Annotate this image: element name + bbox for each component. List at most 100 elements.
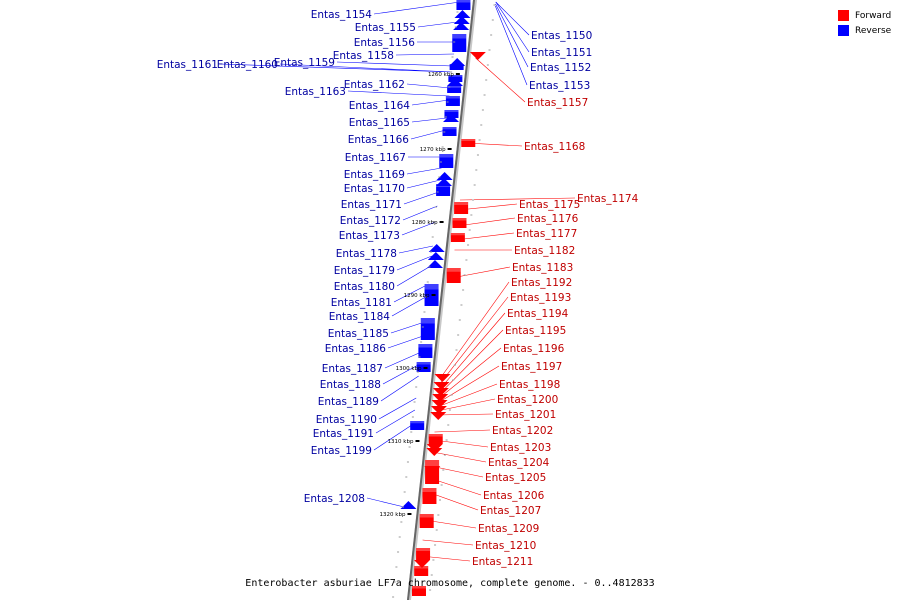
gene-leader: [495, 1, 530, 36]
gene-leader: [475, 57, 526, 103]
gene-leader: [378, 397, 417, 420]
backbone-line: [406, 0, 476, 600]
gene-block-highlight: [419, 514, 434, 518]
gene-label-forward: Entas_1197: [501, 361, 562, 373]
gene-leader: [434, 429, 491, 433]
gene-leader: [336, 61, 453, 67]
forward-gene-arrow: [426, 448, 443, 456]
gene-label-forward: Entas_1211: [472, 556, 533, 568]
reverse-gene-block: [456, 0, 471, 10]
map-title: Enterobacter asburiae LF7a chromosome, c…: [245, 578, 655, 589]
chromosome-backbone: [406, 0, 478, 600]
gene-label-reverse: Entas_1186: [325, 343, 387, 355]
forward-gene-block: [414, 566, 429, 576]
kbp-tick-label: 1280 kbp: [412, 220, 438, 226]
gene-leader: [466, 142, 523, 147]
gene-label-reverse: Entas_1179: [334, 265, 395, 277]
gene-label-forward: Entas_1195: [505, 325, 566, 337]
gene-label-forward: Entas_1209: [478, 523, 539, 535]
gene-leader: [430, 465, 484, 478]
gene-leader: [410, 129, 446, 140]
kbp-tick-label: 1300 kbp: [396, 366, 422, 372]
gene-label-forward: Entas_1182: [514, 245, 575, 257]
reverse-gene-block: [449, 64, 464, 70]
gene-label-reverse: Entas_1208: [304, 493, 365, 505]
gene-label-forward: Entas_1176: [517, 213, 579, 225]
forward-gene-block: [454, 202, 469, 214]
kbp-tick-label: 1310 kbp: [388, 439, 414, 445]
gene-leader: [366, 497, 405, 508]
kbp-tick-label: 1260 kbp: [428, 72, 454, 78]
gene-leader: [458, 203, 518, 211]
gene-leader: [375, 409, 416, 434]
forward-gene-arrow: [430, 412, 447, 420]
forward-gene-block: [461, 139, 476, 147]
gene-leader: [390, 321, 425, 334]
kbp-tick-label: 1320 kbp: [380, 512, 406, 518]
gene-label-forward: Entas_1210: [475, 540, 536, 552]
forward-gene-arrow: [433, 382, 450, 390]
gene-block-highlight: [456, 0, 471, 3]
forward-gene-block: [428, 434, 443, 444]
gene-leader: [395, 53, 455, 56]
gene-block-highlight: [414, 566, 429, 569]
gene-leader: [438, 312, 506, 391]
gene-label-reverse: Entas_1173: [339, 230, 400, 242]
reverse-gene-arrow: [454, 10, 471, 18]
gene-label-reverse: Entas_1185: [328, 328, 389, 340]
gene-label-reverse: Entas_1184: [329, 311, 391, 323]
legend-forward: Forward: [838, 8, 891, 23]
gene-leader: [422, 539, 474, 546]
forward-gene-arrow: [413, 560, 430, 568]
reverse-gene-arrow: [449, 58, 466, 66]
gene-leader: [457, 217, 516, 227]
gene-label-forward: Entas_1202: [492, 425, 553, 437]
reverse-gene-block: [418, 344, 433, 358]
forward-gene-arrow: [430, 406, 447, 414]
gene-label-forward: Entas_1198: [499, 379, 560, 391]
gene-label-reverse: Entas_1156: [354, 37, 416, 49]
gene-leader: [459, 197, 576, 201]
gene-block-highlight: [461, 139, 476, 141]
gene-leader: [402, 205, 438, 221]
gene-label-reverse: Entas_1178: [336, 248, 397, 260]
gene-label-forward: Entas_1196: [503, 343, 565, 355]
gene-label-reverse: Entas_1170: [344, 183, 405, 195]
gene-block-highlight: [420, 318, 435, 324]
reverse-gene-block: [410, 421, 425, 430]
gene-leader: [373, 1, 460, 15]
gene-label-forward: Entas_1204: [488, 457, 550, 469]
gene-label-reverse: Entas_1187: [322, 363, 383, 375]
gene-leader: [398, 245, 434, 254]
gene-label-reverse: Entas_1166: [348, 134, 410, 146]
gene-label-forward: Entas_1175: [519, 199, 580, 211]
gene-leader: [279, 63, 453, 73]
reverse-gene-block: [447, 86, 462, 93]
reverse-gene-block: [444, 110, 459, 118]
gene-label-reverse: Entas_1172: [340, 215, 401, 227]
reverse-gene-arrow: [443, 114, 460, 122]
gene-leader: [411, 117, 448, 123]
gene-block-highlight: [442, 127, 457, 130]
gene-label-reverse: Entas_1151: [531, 47, 592, 59]
forward-gene-block: [452, 218, 467, 228]
gene-block-highlight: [416, 362, 431, 365]
forward-gene-arrow: [431, 400, 448, 408]
forward-gene-arrow: [434, 374, 451, 382]
gene-label-reverse: Entas_1190: [316, 414, 377, 426]
gene-block-highlight: [450, 233, 465, 236]
reverse-gene-block: [420, 318, 435, 340]
gene-leader: [437, 347, 502, 400]
reverse-gene-block: [442, 127, 457, 136]
gene-leader: [396, 255, 432, 271]
gene-label-forward: Entas_1183: [512, 262, 573, 274]
legend-forward-label: Forward: [855, 10, 892, 21]
forward-gene-arrow: [432, 388, 449, 396]
gene-label-reverse: Entas_1164: [349, 100, 411, 112]
gene-block-highlight: [428, 434, 443, 437]
gene-label-reverse: Entas_1150: [531, 30, 592, 42]
gene-label-reverse: Entas_1191: [313, 428, 374, 440]
gene-block-highlight: [444, 110, 459, 112]
gene-label-forward: Entas_1207: [480, 505, 541, 517]
